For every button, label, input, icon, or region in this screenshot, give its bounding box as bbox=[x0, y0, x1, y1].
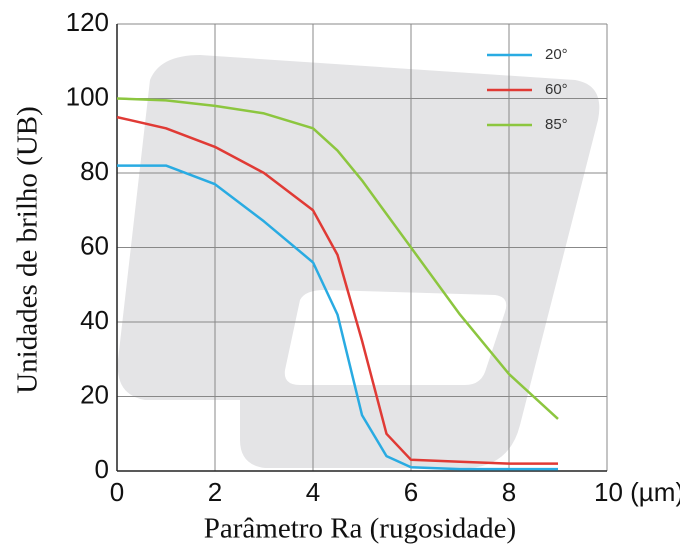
legend-label: 85° bbox=[545, 116, 568, 133]
x-tick-label: 10 (µm) bbox=[594, 477, 680, 507]
x-tick-label: 6 bbox=[404, 477, 418, 507]
line-series bbox=[116, 115, 558, 465]
legend-label: 20° bbox=[545, 46, 568, 63]
y-tick-label: 40 bbox=[80, 305, 109, 335]
line-series bbox=[117, 164, 558, 471]
y-tick-label: 0 bbox=[95, 454, 109, 484]
y-tick-label: 120 bbox=[66, 7, 109, 37]
y-tick-label: 60 bbox=[80, 230, 109, 260]
y-tick-label: 100 bbox=[66, 81, 109, 111]
x-axis-label: Parâmetro Ra (rugosidade) bbox=[204, 513, 516, 545]
x-tick-label: 2 bbox=[208, 477, 222, 507]
x-tick-label: 8 bbox=[502, 477, 516, 507]
y-axis-label: Unidades de brilho (UB) bbox=[12, 106, 44, 394]
x-tick-label: 0 bbox=[110, 477, 124, 507]
y-tick-label: 20 bbox=[80, 379, 109, 409]
legend-label: 60° bbox=[545, 81, 568, 98]
line-series bbox=[116, 97, 559, 420]
y-tick-label: 80 bbox=[80, 156, 109, 186]
x-tick-label: 4 bbox=[306, 477, 320, 507]
